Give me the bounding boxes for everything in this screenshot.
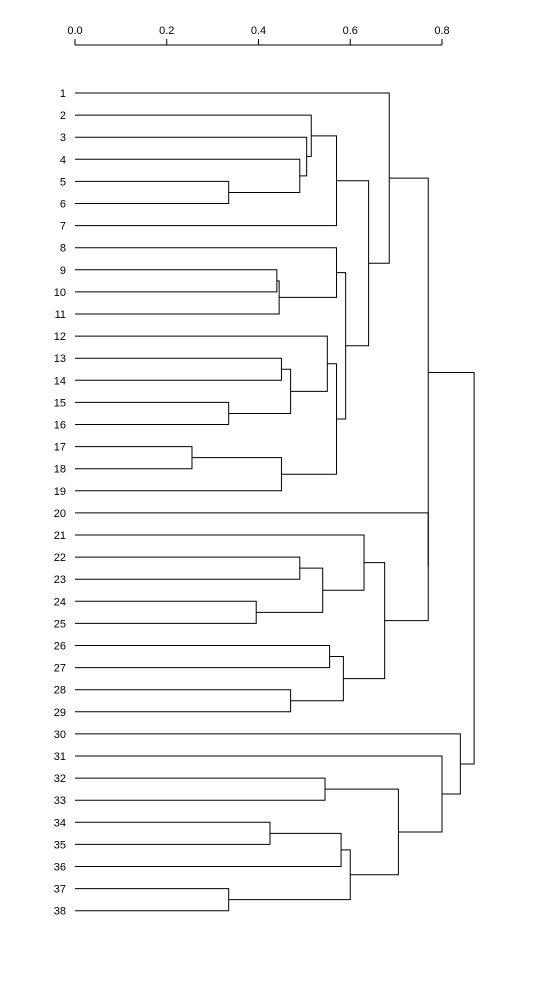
dendrogram-link xyxy=(75,269,278,293)
dendrogram-link xyxy=(256,567,324,613)
dendrogram-link xyxy=(75,280,280,315)
dendrogram-link xyxy=(75,247,337,298)
dendrogram-link xyxy=(75,821,271,845)
dendrogram-link xyxy=(75,136,308,177)
dendrogram-link xyxy=(75,733,461,795)
leaf-label: 3 xyxy=(60,132,66,144)
leaf-label: 21 xyxy=(54,530,66,542)
dendrogram-link xyxy=(75,556,301,580)
leaf-label: 9 xyxy=(60,265,66,277)
leaf-label: 11 xyxy=(55,309,66,321)
axis-tick-label: 0.0 xyxy=(67,25,82,37)
leaf-labels: 1234567891011121314151617181920212223242… xyxy=(54,88,66,918)
dendrogram-links xyxy=(75,92,475,912)
top-axis: 0.0 0.2 0.4 0.6 0.8 xyxy=(67,25,450,46)
leaf-label: 34 xyxy=(54,817,66,829)
leaf-label: 23 xyxy=(54,574,66,586)
dendrogram-link xyxy=(75,600,257,624)
dendrogram-link xyxy=(75,512,429,622)
leaf-label: 13 xyxy=(54,353,66,365)
dendrogram-link xyxy=(75,401,230,425)
dendrogram-link xyxy=(428,371,475,765)
dendrogram-link xyxy=(75,755,443,833)
leaf-label: 2 xyxy=(60,110,66,122)
dendrogram-link xyxy=(75,689,292,713)
dendrogram-link xyxy=(75,158,301,193)
leaf-label: 33 xyxy=(54,795,66,807)
dendrogram-link xyxy=(75,114,312,158)
dendrogram-link xyxy=(75,777,326,801)
dendrogram-link xyxy=(281,363,337,475)
leaf-label: 8 xyxy=(60,243,66,255)
leaf-label: 16 xyxy=(54,420,66,432)
axis-tick-label: 0.2 xyxy=(159,25,174,37)
leaf-label: 26 xyxy=(54,641,66,653)
axis-tick-label: 0.4 xyxy=(251,25,266,37)
leaf-label: 14 xyxy=(54,375,66,387)
leaf-label: 35 xyxy=(54,839,66,851)
leaf-label: 25 xyxy=(54,618,66,630)
dendrogram-link xyxy=(228,368,292,414)
dendrogram-link xyxy=(75,645,331,669)
dendrogram-link xyxy=(336,272,347,420)
dendrogram-link xyxy=(290,656,344,702)
leaf-label: 10 xyxy=(54,287,66,299)
dendrogram-link xyxy=(75,135,337,227)
dendrogram-link xyxy=(75,888,230,912)
axis-tick-label: 0.8 xyxy=(434,25,449,37)
leaf-label: 1 xyxy=(60,88,66,100)
leaf-label: 12 xyxy=(54,331,66,343)
leaf-label: 27 xyxy=(54,663,66,675)
axis-tick-label: 0.6 xyxy=(343,25,358,37)
leaf-label: 5 xyxy=(60,176,66,188)
leaf-label: 22 xyxy=(54,552,66,564)
leaf-label: 7 xyxy=(60,221,66,233)
dendrogram-link xyxy=(75,180,230,204)
leaf-label: 24 xyxy=(54,596,66,608)
dendrogram-link xyxy=(75,534,365,591)
leaf-label: 4 xyxy=(60,154,66,166)
leaf-label: 38 xyxy=(54,906,66,918)
dendrogram-link xyxy=(75,446,193,470)
dendrogram-link xyxy=(389,177,429,567)
leaf-label: 20 xyxy=(54,508,66,520)
dendrogram-link xyxy=(75,457,282,492)
dendrogram-link xyxy=(75,335,328,392)
leaf-label: 18 xyxy=(54,464,66,476)
dendrogram-link xyxy=(75,357,282,381)
leaf-label: 31 xyxy=(54,751,66,763)
dendrogram-link xyxy=(343,562,386,680)
dendrogram-link xyxy=(336,180,370,347)
leaf-label: 36 xyxy=(54,862,66,874)
dendrogram-link xyxy=(228,849,351,901)
leaf-label: 15 xyxy=(54,397,66,409)
leaf-label: 37 xyxy=(54,884,66,896)
leaf-label: 32 xyxy=(54,773,66,785)
leaf-label: 17 xyxy=(54,442,66,454)
dendrogram-link xyxy=(75,832,342,867)
leaf-label: 28 xyxy=(54,685,66,697)
leaf-label: 19 xyxy=(54,486,66,498)
leaf-label: 30 xyxy=(54,729,66,741)
leaf-label: 6 xyxy=(60,199,66,211)
dendrogram-link xyxy=(325,788,399,876)
dendrogram-link xyxy=(75,92,390,264)
leaf-label: 29 xyxy=(54,707,66,719)
